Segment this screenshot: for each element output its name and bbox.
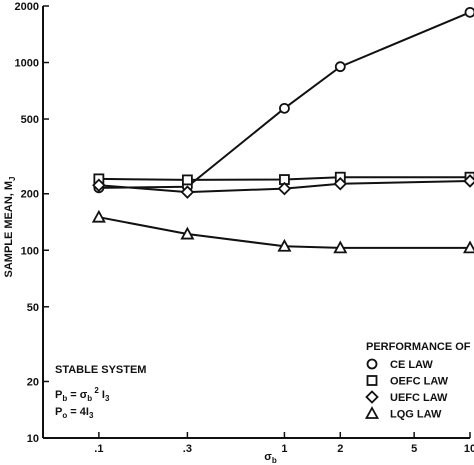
data-point: [277, 238, 292, 252]
legend-item: CE LAW: [366, 358, 433, 371]
data-point: [277, 181, 292, 196]
legend: PERFORMANCE OF CE LAW OEFC LAW UEFC LAW LQG …: [364, 341, 471, 421]
legend-item: UEFC LAW: [365, 390, 448, 404]
x-tick-label: 2: [337, 443, 343, 455]
data-point: [180, 226, 195, 240]
y-tick-label: 1000: [15, 58, 39, 70]
series-lqg-law: [91, 209, 474, 254]
y-tick-label: 200: [21, 189, 39, 201]
y-tick-label: 100: [21, 245, 39, 257]
series-group: [91, 6, 474, 254]
legend-marker: [364, 406, 380, 419]
data-point: [279, 102, 290, 114]
legend-marker: [366, 358, 378, 370]
x-tick-label: .1: [94, 443, 103, 455]
legend-label: LQG LAW: [390, 409, 442, 421]
y-axis: 10 20 50 100 200 500 1000 2000: [15, 1, 49, 445]
x-axis-label: σb: [264, 451, 277, 465]
series-line: [98, 11, 471, 189]
series-ce-law: [93, 6, 474, 194]
x-axis: .1 .3 1 2 5 10: [94, 432, 474, 455]
data-point: [462, 240, 474, 254]
legend-label: UEFC LAW: [390, 392, 448, 404]
y-axis-label: SAMPLE MEAN, MJ: [3, 176, 17, 277]
y-tick-label: 20: [27, 376, 39, 388]
data-point: [333, 240, 348, 254]
data-point: [91, 209, 106, 223]
legend-item: OEFC LAW: [366, 375, 449, 388]
annotation-box: STABLE SYSTEM Pb = σb 2 I3 Po = 4I3: [55, 364, 146, 420]
data-point: [92, 178, 106, 193]
data-point: [464, 6, 474, 18]
x-tick-label: 10: [464, 443, 474, 455]
legend-marker: [366, 375, 378, 386]
y-tick-label: 500: [21, 114, 39, 126]
legend-label: CE LAW: [390, 359, 433, 371]
y-tick-label: 10: [27, 433, 39, 445]
annotation-formula-1: Pb = σb 2 I3: [55, 386, 110, 403]
data-point: [180, 185, 195, 199]
x-tick-label: 1: [281, 443, 287, 455]
data-point: [334, 61, 346, 73]
y-tick-label: 50: [27, 302, 39, 314]
legend-title: PERFORMANCE OF: [366, 341, 471, 353]
legend-item: LQG LAW: [364, 406, 442, 421]
annotation-heading: STABLE SYSTEM: [55, 364, 146, 376]
plot-frame: [42, 6, 470, 439]
x-tick-label: .3: [183, 443, 192, 455]
data-point: [182, 174, 193, 186]
y-tick-label: 2000: [15, 1, 39, 13]
legend-label: OEFC LAW: [390, 376, 449, 388]
x-tick-label: 5: [411, 443, 417, 455]
axis-labels: σb SAMPLE MEAN, MJ: [3, 176, 277, 465]
series-uefc-law: [92, 174, 474, 199]
legend-marker: [365, 390, 379, 404]
annotation-formula-2: Po = 4I3: [55, 406, 94, 420]
data-point: [333, 177, 348, 191]
